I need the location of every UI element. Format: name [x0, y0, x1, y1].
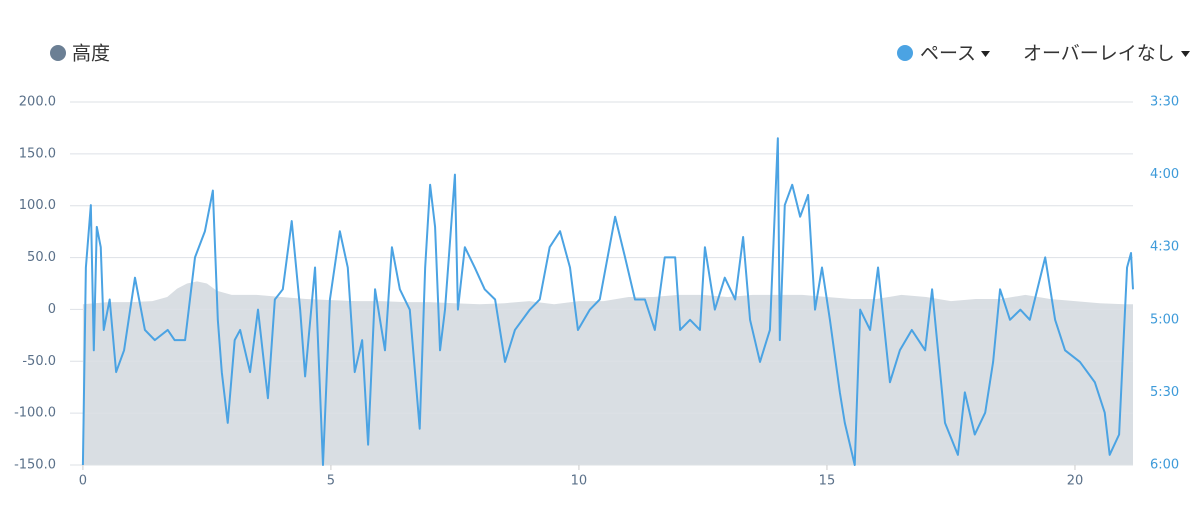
- y2-tick-label: 6:00: [1150, 458, 1179, 473]
- x-tick-label: 20: [1067, 474, 1084, 489]
- x-tick-label: 10: [571, 474, 588, 489]
- y2-tick-label: 5:30: [1150, 385, 1179, 400]
- x-tick-label: 15: [819, 474, 836, 489]
- y-tick-label: -100.0: [14, 406, 56, 421]
- y-tick-label: 50.0: [27, 250, 56, 265]
- x-tick-label: 0: [79, 474, 87, 489]
- overlay-select[interactable]: オーバーレイなし: [1023, 43, 1175, 65]
- y-tick-label: -50.0: [22, 354, 56, 369]
- y-tick-label: 200.0: [19, 95, 56, 110]
- y-tick-label: 150.0: [19, 146, 56, 161]
- legend-swatch: [50, 45, 66, 61]
- legend-label[interactable]: 高度: [72, 43, 110, 65]
- y2-tick-label: 5:00: [1150, 312, 1179, 327]
- pace-line: [81, 137, 1134, 466]
- legend-swatch: [897, 45, 913, 61]
- y2-tick-label: 4:00: [1150, 167, 1179, 182]
- y2-tick-label: 4:30: [1150, 240, 1179, 255]
- y-tick-label: -150.0: [14, 458, 56, 473]
- y-tick-label: 100.0: [19, 198, 56, 213]
- legend-label[interactable]: ペース: [920, 43, 976, 65]
- dropdown-arrow[interactable]: [981, 51, 990, 57]
- y2-tick-label: 3:30: [1150, 95, 1179, 110]
- x-tick-label: 5: [327, 474, 335, 489]
- y-tick-label: 0: [48, 302, 56, 317]
- dropdown-arrow[interactable]: [1181, 51, 1190, 57]
